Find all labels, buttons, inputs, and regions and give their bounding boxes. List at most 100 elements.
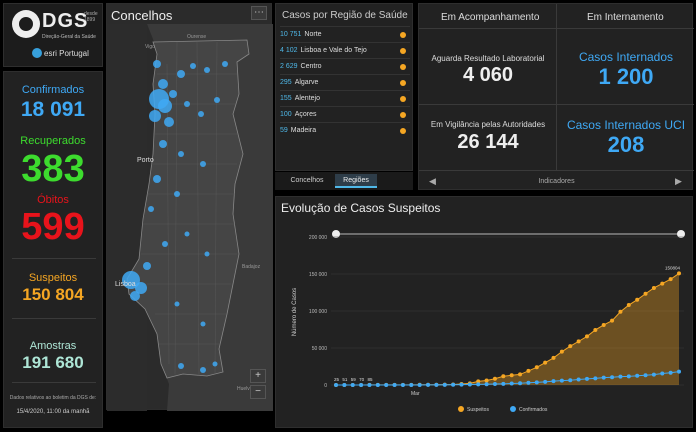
data-point: [375, 382, 380, 387]
region-row[interactable]: 4 102 Lisboa e Vale do Tejo: [280, 42, 410, 58]
case-bubble: [164, 117, 174, 127]
map-menu-button[interactable]: ⋯: [251, 6, 267, 20]
portugal-map[interactable]: Vigo Ourense Porto Lisboa Huelva Badajoz: [107, 4, 273, 411]
data-point: [342, 382, 347, 387]
map-title: Concelhos: [111, 8, 173, 23]
divider: [556, 4, 557, 170]
data-point: [593, 376, 598, 381]
case-bubble: [153, 60, 161, 68]
y-tick-label: 0: [324, 383, 327, 389]
uci-value: 208: [607, 132, 645, 157]
data-point: [677, 271, 681, 276]
confirmados-value: 18 091: [20, 98, 86, 121]
data-point: [476, 382, 481, 387]
case-bubble: [184, 101, 190, 107]
ocean: [107, 24, 147, 411]
region-row[interactable]: 155 Alentejo: [280, 90, 410, 106]
land-portugal: [126, 39, 250, 379]
region-dot-icon: [400, 48, 406, 54]
case-bubble: [222, 61, 228, 67]
region-dot-icon: [400, 128, 406, 134]
map-label: Vigo: [145, 44, 155, 50]
region-name: Açores: [294, 111, 317, 118]
data-point: [484, 378, 489, 383]
indicators-panel: Em Acompanhamento Em Internamento Aguard…: [418, 3, 694, 190]
tab-regioes[interactable]: Regiões: [335, 174, 377, 188]
amostras-value: 191 680: [22, 353, 84, 372]
data-point: [601, 375, 606, 380]
case-bubble: [200, 161, 206, 167]
data-point: [359, 382, 364, 387]
case-bubble: [190, 63, 196, 69]
region-row[interactable]: 2 629 Centro: [280, 58, 410, 74]
y-tick-label: 200 000: [309, 235, 327, 241]
obitos-value: 599: [21, 206, 85, 248]
data-point: [367, 382, 372, 387]
data-point: [534, 365, 539, 370]
logo-year: 1899: [84, 17, 96, 23]
region-row[interactable]: 100 Açores: [280, 106, 410, 122]
data-point: [442, 382, 447, 387]
data-point: [651, 285, 656, 290]
data-point: [643, 373, 648, 378]
internados-label: Casos Internados: [578, 50, 674, 64]
region-row[interactable]: 10 751 Norte: [280, 26, 410, 42]
data-point: [518, 372, 523, 377]
case-bubble: [200, 367, 206, 373]
case-bubble: [130, 291, 140, 301]
case-bubble: [158, 99, 172, 113]
region-name: Norte: [304, 31, 322, 38]
data-label: 150804: [665, 265, 681, 270]
panel-tabs: Concelhos Regiões: [275, 172, 413, 190]
data-point: [568, 378, 573, 383]
logo-subtitle: Direção-Geral da Saúde: [42, 34, 96, 40]
region-value: 155: [280, 95, 292, 102]
region-value: 59: [280, 127, 288, 134]
data-point: [492, 382, 497, 387]
case-bubble: [178, 363, 184, 369]
data-point: [618, 309, 623, 314]
logo-year-since: desde: [84, 11, 98, 17]
data-point: [626, 303, 631, 308]
data-point: [526, 368, 531, 373]
data-label: 51: [342, 377, 348, 382]
region-value: 295: [280, 79, 292, 86]
legend-swatch-icon: [510, 406, 516, 412]
globe-icon: [32, 48, 42, 58]
chart-panel: Evolução de Casos Suspeitos 200 000 150 0…: [275, 196, 693, 428]
chevron-left-icon[interactable]: ◀: [429, 176, 436, 186]
data-point: [626, 374, 631, 379]
divider: [12, 258, 96, 259]
data-point: [426, 382, 431, 387]
divider: [419, 170, 694, 171]
case-bubble: [135, 282, 147, 294]
case-bubble-lisboa: [122, 271, 140, 289]
data-point: [526, 380, 531, 385]
zoom-in-button[interactable]: +: [250, 369, 266, 383]
case-bubble: [169, 90, 177, 98]
data-point: [467, 382, 472, 387]
region-row[interactable]: 295 Algarve: [280, 74, 410, 90]
data-point: [593, 327, 598, 332]
chevron-right-icon[interactable]: ▶: [675, 176, 682, 186]
cases-chart[interactable]: 200 000 150 000 100 000 50 000 0 Número de Ca…: [276, 197, 694, 429]
uci-label: Casos Internados UCI: [566, 118, 686, 132]
case-bubble: [148, 206, 154, 212]
zoom-out-button[interactable]: −: [250, 385, 266, 399]
tab-concelhos[interactable]: Concelhos: [290, 177, 324, 184]
data-point: [568, 344, 573, 349]
data-point: [334, 382, 338, 387]
confirmados-label: Confirmados: [21, 84, 85, 96]
data-point: [559, 378, 564, 383]
case-bubble: [162, 241, 168, 247]
map-label-lisboa: Lisboa: [115, 281, 136, 288]
data-point: [559, 349, 564, 354]
municipality-borders: [141, 41, 239, 377]
data-point: [651, 372, 656, 377]
data-label: 25: [334, 377, 340, 382]
region-row[interactable]: 59 Madeira: [280, 122, 410, 138]
data-point: [576, 339, 581, 344]
case-bubble: [174, 301, 180, 307]
suspeitos-label: Suspeitos: [28, 272, 78, 284]
case-bubbles: [122, 60, 228, 373]
